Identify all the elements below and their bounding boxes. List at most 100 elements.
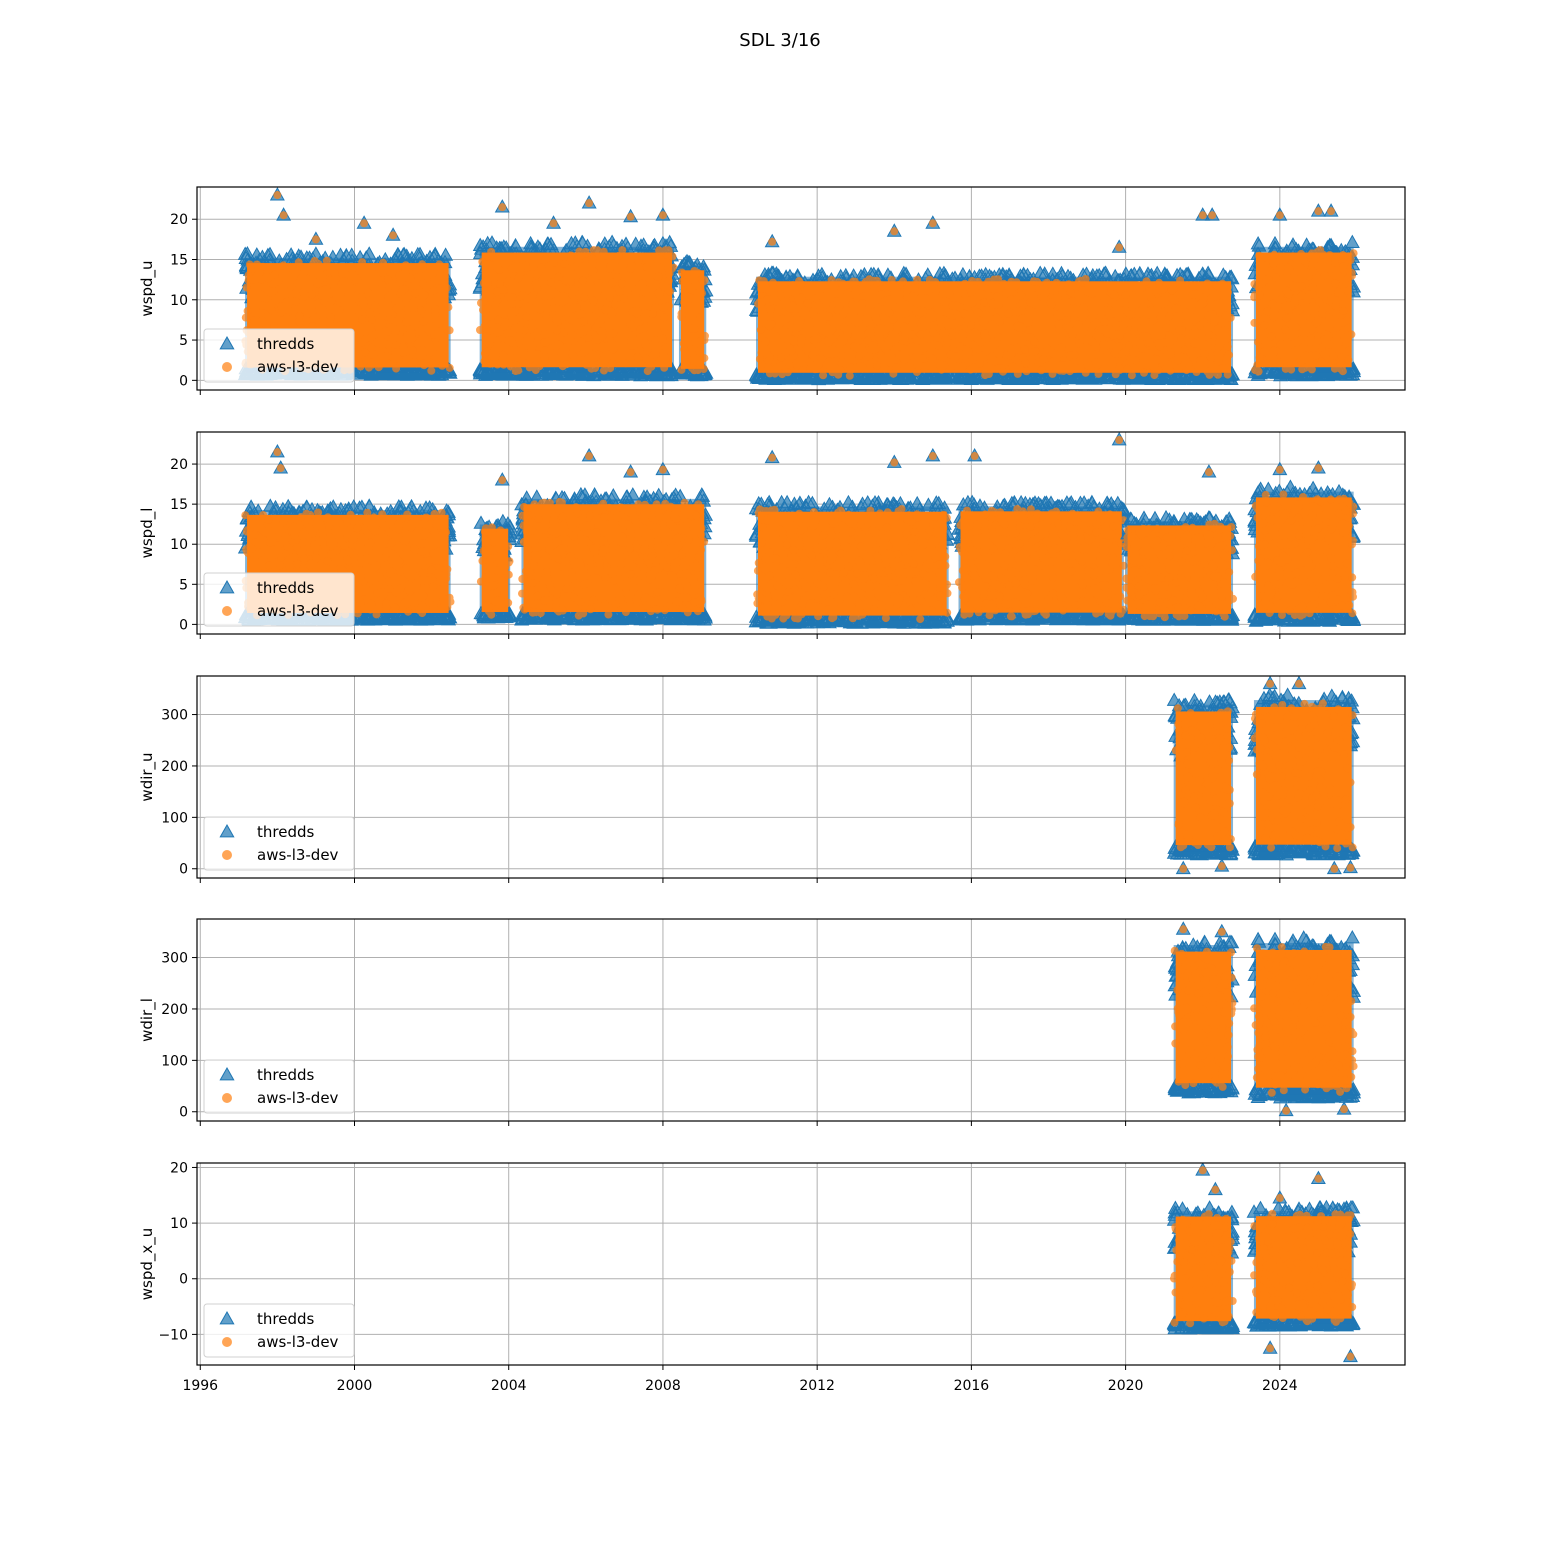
aws-l3-dev-marker bbox=[768, 237, 777, 246]
legend-thredds-marker bbox=[219, 823, 235, 838]
aws-l3-dev-marker bbox=[626, 468, 635, 477]
aws-l3-dev-markers bbox=[1171, 704, 1235, 852]
aws-l3-dev-markers bbox=[1250, 246, 1358, 376]
axes-frame bbox=[196, 918, 1406, 1122]
legend-thredds-marker bbox=[219, 1066, 235, 1081]
aws-l3-dev-marker bbox=[768, 453, 777, 462]
aws-l3-dev-marker bbox=[1208, 211, 1217, 220]
y-tick-label: 20 bbox=[170, 457, 188, 473]
aws-l3-dev-marker bbox=[658, 211, 667, 220]
aws-l3-dev-marker bbox=[1340, 1105, 1349, 1114]
aws-l3-dev-marker bbox=[1275, 211, 1284, 220]
aws-l3-dev-marker bbox=[1198, 211, 1207, 220]
legend-box bbox=[203, 328, 355, 383]
aws-l3-dev-markers bbox=[1251, 490, 1358, 620]
y-tick-label: 15 bbox=[170, 497, 188, 513]
series-group bbox=[1166, 676, 1361, 875]
aws-l3-dev-marker bbox=[1217, 927, 1226, 936]
y-tick-label: 5 bbox=[179, 333, 188, 349]
x-tick-label: 2004 bbox=[491, 1378, 527, 1394]
legend-aws-l3-dev-marker bbox=[222, 606, 232, 616]
aws-l3-dev-markers bbox=[241, 508, 455, 620]
y-tick-label: 300 bbox=[161, 708, 188, 724]
legend-aws-l3-dev-label: aws-l3-dev bbox=[257, 1089, 339, 1107]
x-tick-label: 2008 bbox=[645, 1378, 681, 1394]
legend: thredds aws-l3-dev bbox=[203, 816, 355, 871]
aws-l3-dev-marker bbox=[498, 203, 507, 212]
y-tick-label: 200 bbox=[161, 759, 188, 775]
aws-l3-dev-markers bbox=[518, 497, 708, 620]
aws-l3-dev-marker bbox=[970, 452, 979, 461]
aws-l3-dev-marker bbox=[549, 219, 558, 228]
axes-frame bbox=[196, 186, 1406, 391]
aws-l3-dev-marker bbox=[389, 231, 398, 240]
x-tick-label: 1996 bbox=[182, 1378, 218, 1394]
y-tick-label: −10 bbox=[158, 1327, 188, 1343]
aws-l3-dev-marker bbox=[273, 448, 282, 457]
aws-l3-dev-marker bbox=[1115, 436, 1124, 445]
aws-l3-dev-marker bbox=[1294, 679, 1303, 688]
x-tick-label: 2000 bbox=[337, 1378, 373, 1394]
aws-l3-dev-marker bbox=[1314, 207, 1323, 216]
legend-aws-l3-dev-label: aws-l3-dev bbox=[257, 1333, 339, 1351]
aws-l3-dev-marker bbox=[1204, 468, 1213, 477]
y-tick-label: 100 bbox=[161, 810, 188, 826]
legend-aws-l3-dev-marker bbox=[222, 1093, 232, 1103]
series-group bbox=[237, 187, 1362, 386]
x-tick-label: 2012 bbox=[799, 1378, 835, 1394]
aws-l3-dev-marker bbox=[311, 235, 320, 244]
series-group bbox=[237, 432, 1362, 629]
legend-thredds-marker bbox=[219, 579, 235, 594]
aws-l3-dev-markers bbox=[476, 246, 678, 376]
legend-thredds-label: thredds bbox=[257, 335, 314, 353]
aws-l3-dev-marker bbox=[928, 219, 937, 228]
legend-box bbox=[203, 1059, 355, 1114]
y-tick-label: 10 bbox=[170, 1216, 188, 1232]
legend-aws-l3-dev-label: aws-l3-dev bbox=[257, 846, 339, 864]
aws-l3-dev-marker bbox=[890, 458, 899, 467]
chart-panel-wspd-x-u: −10 0 10 20 1996 2000 2004 2008 2012 2016 2020 2024… bbox=[138, 1160, 1406, 1394]
aws-l3-dev-marker bbox=[276, 464, 285, 473]
axes-frame bbox=[196, 1162, 1406, 1366]
aws-l3-dev-markers bbox=[753, 505, 952, 624]
aws-l3-dev-marker bbox=[1330, 864, 1339, 873]
x-tick-label: 2020 bbox=[1108, 1378, 1144, 1394]
series-group bbox=[1166, 1163, 1361, 1363]
legend-thredds-label: thredds bbox=[257, 579, 314, 597]
legend-aws-l3-dev-marker bbox=[222, 850, 232, 860]
legend-aws-l3-dev-marker bbox=[222, 1337, 232, 1347]
axes-frame bbox=[196, 431, 1406, 635]
figure-title: SDL 3/16 bbox=[739, 30, 820, 51]
y-tick-label: 20 bbox=[170, 212, 188, 228]
y-tick-label: 200 bbox=[161, 1002, 188, 1018]
legend: thredds aws-l3-dev bbox=[203, 572, 355, 627]
y-tick-label: 100 bbox=[161, 1053, 188, 1069]
aws-l3-dev-markers bbox=[1250, 1209, 1357, 1326]
legend-aws-l3-dev-label: aws-l3-dev bbox=[257, 602, 339, 620]
aws-l3-dev-marker bbox=[1217, 862, 1226, 871]
y-tick-label: 20 bbox=[170, 1160, 188, 1176]
legend-box bbox=[203, 816, 355, 871]
y-tick-label: 300 bbox=[161, 951, 188, 967]
aws-l3-dev-marker bbox=[585, 199, 594, 208]
aws-l3-dev-marker bbox=[1282, 1106, 1291, 1115]
aws-l3-dev-markers bbox=[955, 505, 1128, 621]
y-tick-label: 5 bbox=[179, 577, 188, 593]
y-tick-label: 0 bbox=[179, 1105, 188, 1121]
y-tick-label: 15 bbox=[170, 253, 188, 269]
legend-aws-l3-dev-marker bbox=[222, 362, 232, 372]
aws-l3-dev-marker bbox=[1314, 464, 1323, 473]
aws-l3-dev-marker bbox=[1179, 864, 1188, 873]
y-axis-label: wspd_l bbox=[138, 508, 157, 559]
y-axis-label: wspd_x_u bbox=[138, 1228, 157, 1301]
y-tick-label: 10 bbox=[170, 537, 188, 553]
legend: thredds aws-l3-dev bbox=[203, 1303, 355, 1358]
aws-l3-dev-marker bbox=[1211, 1185, 1220, 1194]
x-tick-label: 2016 bbox=[954, 1378, 990, 1394]
axes-frame bbox=[196, 675, 1406, 879]
